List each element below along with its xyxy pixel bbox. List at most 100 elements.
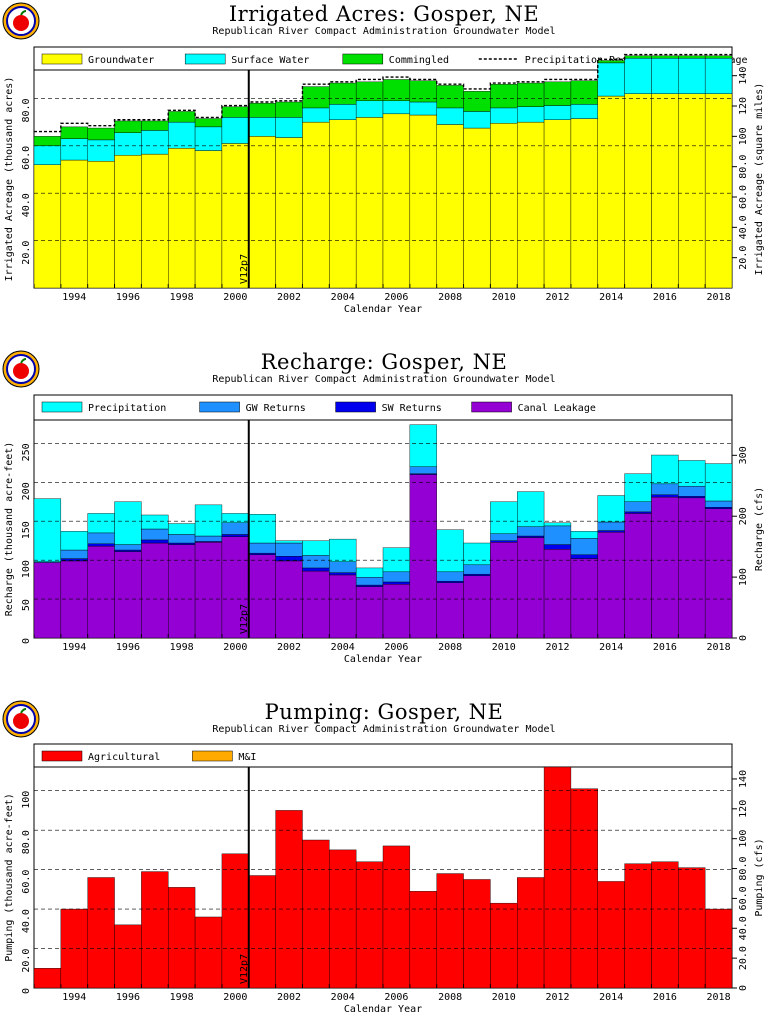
bar-sw-returns-2011 — [517, 535, 545, 538]
y-axis-label: Pumping (thousand acre-feet) — [4, 793, 15, 962]
bar-commingled-2010 — [490, 84, 518, 109]
y-tick-label: 60.0 — [21, 146, 32, 170]
legend-label: Agricultural — [88, 752, 160, 763]
bar-precipitation-1999 — [194, 504, 223, 537]
bar-groundwater-2011 — [517, 121, 545, 289]
bar-groundwater-2008 — [436, 124, 464, 289]
bar-surface-water-2005 — [355, 100, 384, 118]
bar-commingled-1996 — [114, 120, 142, 133]
y-tick-label: 60.0 — [21, 870, 32, 894]
bar-sw-returns-2000 — [221, 534, 249, 537]
recharge-panel: Recharge: Gosper, NE Republican River Co… — [0, 348, 768, 678]
y-tick-label: 250 — [21, 443, 32, 461]
bar-precipitation-2015 — [624, 473, 652, 502]
bar-sw-returns-2005 — [355, 584, 384, 587]
bar-precipitation-2012 — [543, 522, 572, 527]
bar-canal-leakage-2010 — [490, 542, 518, 639]
bar-surface-water-2018 — [704, 57, 733, 94]
bar-gw-returns-2002 — [275, 542, 303, 557]
x-tick-label: 2014 — [599, 992, 623, 1003]
chart-title: Irrigated Acres: Gosper, NE — [228, 2, 540, 26]
bar-sw-returns-1994 — [60, 558, 88, 562]
bar-precipitation-2004 — [329, 538, 357, 562]
x-tick-label: 2000 — [223, 292, 247, 303]
bar-sw-returns-2006 — [382, 581, 411, 585]
bar-sw-returns-2008 — [436, 580, 464, 583]
bar-surface-water-2012 — [543, 105, 572, 120]
bar-gw-returns-1997 — [141, 528, 169, 541]
bar-commingled-2005 — [355, 81, 384, 102]
x-tick-label: 2006 — [384, 992, 408, 1003]
bar-sw-returns-2009 — [463, 573, 491, 576]
bar-surface-water-2015 — [624, 57, 652, 94]
legend-label: SW Returns — [382, 403, 442, 414]
bar-canal-leakage-2007 — [409, 474, 437, 639]
bar-gw-returns-2001 — [248, 542, 276, 554]
bar-surface-water-1997 — [141, 130, 169, 155]
bar-canal-leakage-2005 — [355, 586, 384, 639]
x-tick-label: 2014 — [599, 642, 623, 653]
legend-label: Commingled — [389, 55, 449, 66]
legend-swatch — [41, 53, 83, 65]
legend-item-sw-returns: SW Returns — [335, 401, 442, 414]
x-tick-label: 1996 — [116, 992, 140, 1003]
chart-subtitle: Republican River Compact Administration … — [212, 374, 556, 385]
bar-canal-leakage-1993 — [33, 562, 62, 639]
bar-groundwater-2017 — [678, 93, 706, 289]
legend-item-groundwater: Groundwater — [41, 53, 154, 66]
bar-surface-water-1998 — [168, 121, 196, 149]
bar-surface-water-2000 — [221, 117, 249, 144]
x-tick-label: 2016 — [653, 642, 677, 653]
bar-commingled-2014 — [597, 60, 625, 64]
x-tick-label: 2002 — [277, 642, 301, 653]
bar-commingled-1998 — [168, 111, 196, 123]
bar-gw-returns-2008 — [436, 571, 464, 582]
bar-agricultural-2001 — [248, 875, 276, 989]
legend-swatch — [199, 401, 240, 413]
bar-commingled-2002 — [275, 101, 303, 118]
y-tick-label: 80.0 — [21, 830, 32, 854]
y2-tick-label: 0 — [738, 985, 749, 991]
bar-commingled-2007 — [409, 80, 437, 103]
y2-tick-label: 80.0 — [738, 856, 749, 880]
bar-precipitation-2013 — [570, 531, 598, 539]
bar-precipitation-1998 — [168, 523, 196, 535]
bar-commingled-2004 — [329, 82, 357, 105]
x-axis-label: Calendar Year — [344, 654, 422, 665]
bar-precipitation-2014 — [597, 495, 625, 523]
x-tick-label: 2004 — [331, 292, 355, 303]
legend-swatch — [335, 401, 376, 413]
bar-agricultural-1995 — [87, 877, 115, 989]
legend-item-precipitation: Precipitation — [41, 401, 166, 414]
bar-sw-returns-1998 — [168, 542, 196, 545]
legend-swatch — [41, 401, 83, 413]
bar-commingled-2011 — [517, 82, 545, 107]
legend-item-gw-returns: GW Returns — [199, 401, 306, 414]
bar-commingled-2013 — [570, 80, 598, 105]
chart-title: Recharge: Gosper, NE — [260, 350, 508, 374]
y2-axis-label: Irrigated Acreage (square miles) — [754, 83, 765, 276]
chart-subtitle: Republican River Compact Administration … — [212, 26, 556, 37]
y-tick-label: 150 — [21, 521, 32, 539]
bar-precipitation-2003 — [302, 540, 330, 556]
y2-tick-label: 100 — [738, 568, 749, 586]
bar-gw-returns-2009 — [463, 564, 491, 575]
legend-item-surface-water: Surface Water — [184, 53, 309, 66]
pumping-chart: Agricultural M&I 0 20.0 40.0 60.0 80.0 100 0 20.0… — [4, 743, 765, 1015]
bar-sw-returns-1996 — [114, 549, 142, 552]
bar-precipitation-1995 — [87, 513, 115, 534]
bar-agricultural-2003 — [302, 839, 330, 989]
bar-groundwater-2010 — [490, 123, 518, 289]
bar-agricultural-1996 — [114, 924, 142, 989]
y2-tick-label: 140 — [738, 67, 749, 85]
bar-gw-returns-1999 — [194, 535, 223, 542]
chart-subtitle: Republican River Compact Administration … — [212, 724, 556, 735]
bar-sw-returns-1995 — [87, 543, 115, 547]
bar-surface-water-1996 — [114, 132, 142, 156]
bar-agricultural-2000 — [221, 853, 249, 989]
bar-surface-water-1995 — [87, 139, 115, 162]
bar-groundwater-2005 — [355, 117, 384, 289]
y-axis-label: Recharge (thousand acre-feet) — [4, 442, 15, 617]
apple-logo-icon — [2, 350, 40, 388]
bar-sw-returns-2018 — [704, 506, 733, 509]
